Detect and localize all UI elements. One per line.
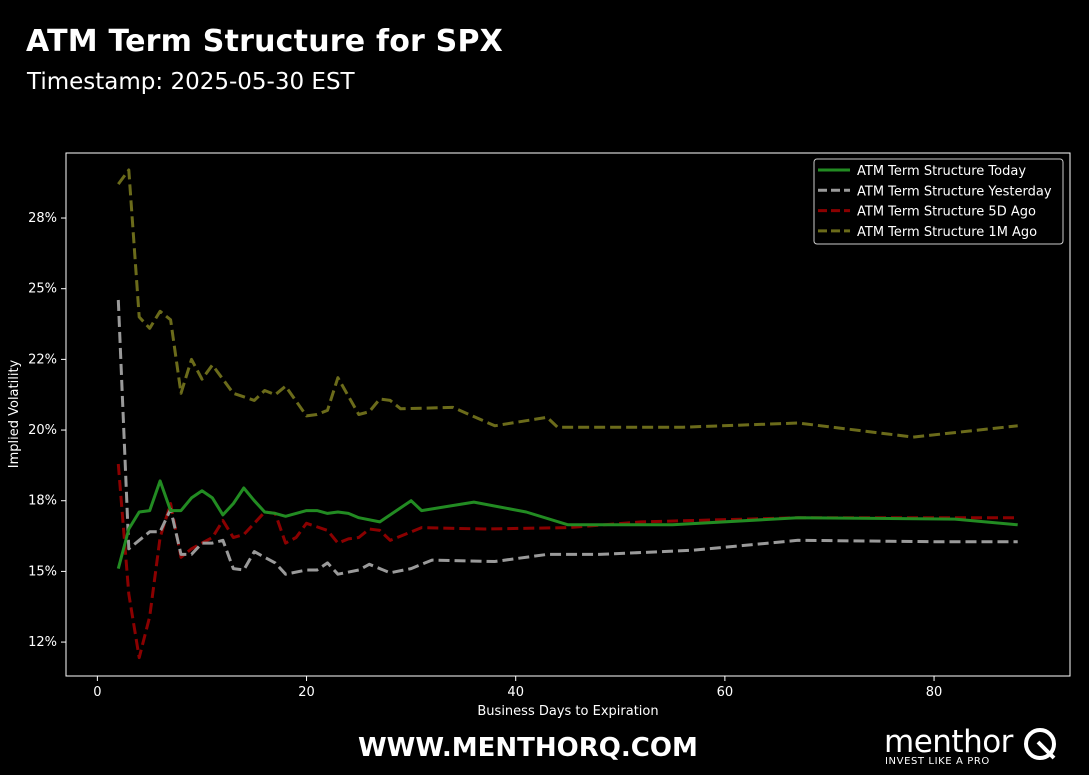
x-tick-label: 60 [717, 685, 734, 700]
x-axis: 0 20 40 60 80 [93, 676, 942, 700]
series-line-0 [116, 479, 1018, 569]
legend-entry-label: ATM Term Structure 5D Ago [857, 205, 1036, 220]
y-axis: 12% 15% 18% 20% 22% 25% 28% [28, 211, 66, 650]
x-tick-label: 40 [507, 685, 524, 700]
x-tick-label: 0 [93, 685, 101, 700]
y-tick-label: 28% [28, 211, 57, 226]
x-tick-label: 20 [298, 685, 315, 700]
brand-logo: menthor INVEST LIKE A PRO [884, 724, 1064, 770]
series-line-3 [117, 168, 1018, 439]
x-tick-label: 80 [926, 685, 943, 700]
brand-name: menthor [884, 724, 1013, 760]
footer-url[interactable]: WWW.MENTHORQ.COM [358, 733, 698, 763]
y-tick-label: 15% [28, 564, 57, 579]
y-tick-label: 22% [28, 352, 57, 367]
y-axis-label: Implied Volatility [7, 359, 22, 468]
x-axis-label: Business Days to Expiration [477, 704, 658, 719]
chart-title: ATM Term Structure for SPX [26, 24, 503, 59]
legend-entry-label: ATM Term Structure Yesterday [857, 184, 1052, 199]
legend-entry-label: ATM Term Structure 1M Ago [857, 225, 1037, 240]
brand-tagline: INVEST LIKE A PRO [885, 756, 990, 767]
q-logo-icon [1024, 728, 1056, 760]
y-tick-label: 12% [28, 635, 57, 650]
y-tick-label: 20% [28, 423, 57, 438]
legend: ATM Term Structure Today ATM Term Structu… [813, 158, 1064, 245]
y-tick-label: 18% [28, 494, 57, 509]
legend-entry-label: ATM Term Structure Today [857, 164, 1026, 179]
y-tick-label: 25% [28, 282, 57, 297]
series-layer [116, 168, 1018, 660]
legend-box [813, 158, 1064, 245]
chart-subtitle: Timestamp: 2025-05-30 EST [27, 69, 355, 95]
series-line-1 [116, 299, 1018, 576]
